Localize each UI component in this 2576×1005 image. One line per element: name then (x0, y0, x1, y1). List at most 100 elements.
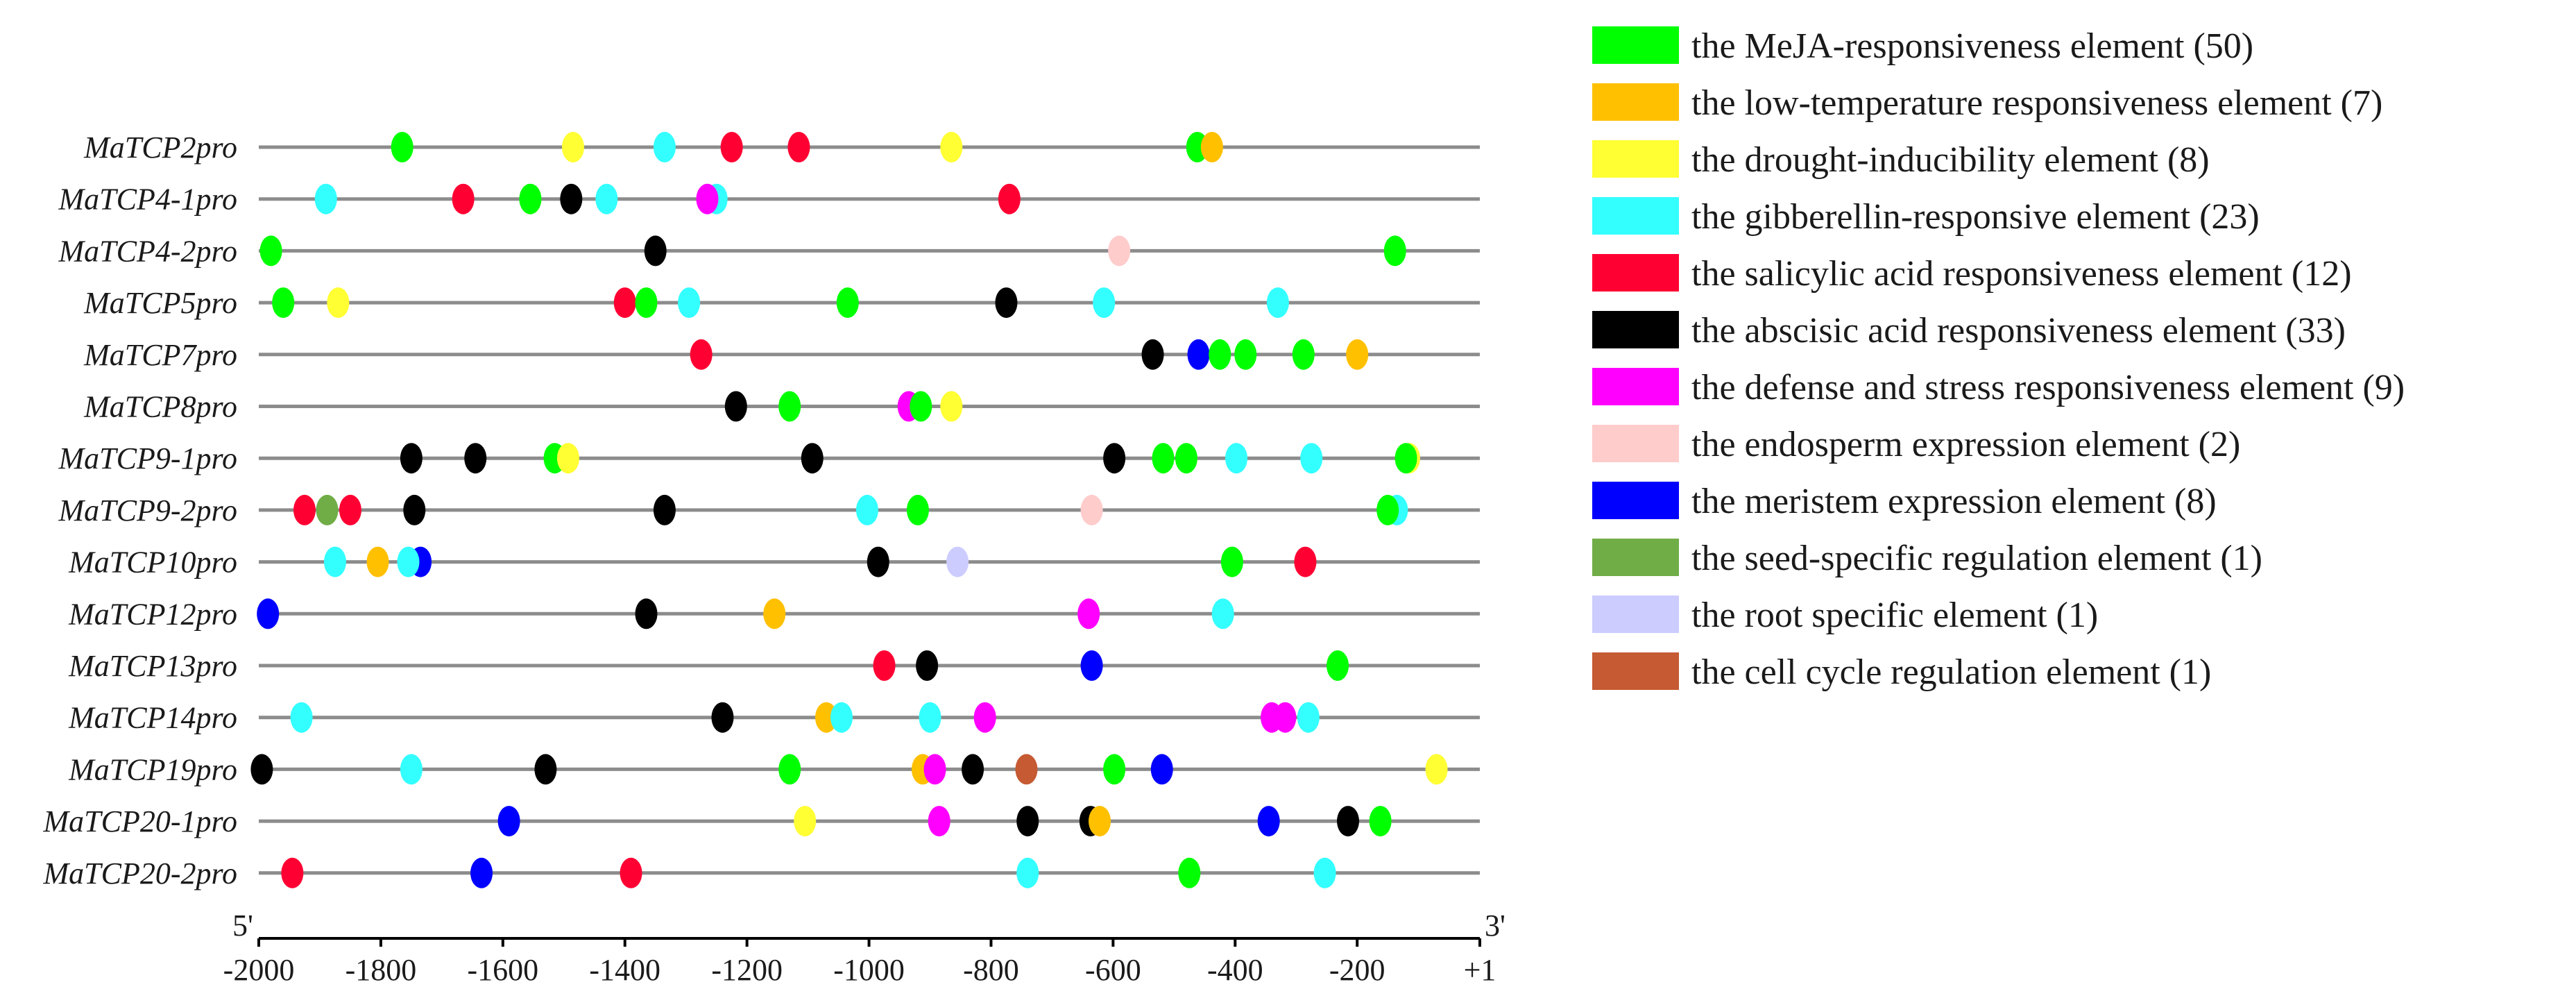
gene-label: MaTCP8pro (83, 390, 237, 424)
legend-label-drought: the drought-inducibility element (8) (1691, 140, 2210, 180)
legend-label-salicylic: the salicylic acid responsiveness elemen… (1691, 254, 2352, 294)
legend-swatch-seed (1592, 539, 1679, 576)
element-mark-lowtemp (366, 546, 389, 577)
element-mark-meja (1292, 339, 1315, 370)
element-mark-meja (1178, 857, 1201, 888)
element-mark-meja (1175, 443, 1197, 474)
element-mark-meja (910, 391, 932, 422)
element-marks (250, 132, 1448, 888)
element-mark-drought (940, 391, 963, 422)
element-mark-gibberellin (678, 287, 701, 319)
element-mark-abscisic (653, 494, 676, 525)
element-mark-meja (906, 494, 929, 525)
element-mark-gibberellin (1300, 443, 1323, 474)
legend-label-lowtemp: the low-temperature responsiveness eleme… (1691, 83, 2382, 123)
element-mark-meristem (1187, 339, 1210, 370)
element-mark-salicylic (998, 183, 1021, 214)
element-mark-defense (928, 806, 950, 837)
legend-swatch-meja (1592, 26, 1679, 64)
element-mark-meja (259, 235, 282, 267)
element-mark-abscisic (1103, 443, 1126, 474)
element-mark-meja (391, 132, 413, 162)
element-mark-meja (1152, 443, 1175, 474)
element-mark-abscisic (867, 546, 889, 577)
element-mark-lowtemp (1089, 806, 1111, 837)
element-mark-meja (778, 391, 801, 422)
element-mark-abscisic (464, 443, 487, 474)
x-tick-label: -1400 (589, 953, 660, 987)
element-mark-salicylic (787, 132, 810, 162)
element-mark-meja (836, 287, 859, 319)
element-mark-meristem (257, 598, 280, 630)
element-mark-defense (923, 754, 946, 785)
x-tick-label: +1 (1464, 953, 1496, 987)
element-mark-meja (778, 754, 801, 785)
legend-swatch-meristem (1592, 482, 1679, 519)
gene-label: MaTCP2pro (83, 130, 237, 164)
element-mark-salicylic (873, 650, 896, 681)
legend-swatch-root (1592, 596, 1679, 633)
x-tick-label: -1200 (711, 953, 783, 987)
element-mark-abscisic (635, 598, 658, 630)
gene-label: MaTCP20-1pro (43, 804, 238, 838)
x-tick-label: -2000 (223, 953, 295, 987)
element-mark-gibberellin (1313, 857, 1336, 888)
element-mark-abscisic (534, 754, 557, 785)
x-tick-label: -400 (1207, 953, 1263, 987)
element-mark-gibberellin (919, 702, 941, 733)
legend-swatch-gibberellin (1592, 197, 1679, 235)
legend-label-seed: the seed-specific regulation element (1) (1691, 539, 2262, 578)
legend-swatch-drought (1592, 140, 1679, 178)
element-mark-meja (1103, 754, 1126, 785)
element-mark-gibberellin (653, 132, 676, 162)
element-mark-salicylic (339, 494, 361, 525)
element-mark-salicylic (281, 857, 304, 888)
element-mark-endosperm (1108, 235, 1131, 267)
legend-label-root: the root specific element (1) (1691, 596, 2098, 635)
gene-label: MaTCP9-2pro (58, 493, 238, 527)
element-mark-drought (940, 132, 963, 162)
element-mark-gibberellin (397, 546, 420, 577)
gene-label: MaTCP10pro (68, 546, 237, 580)
element-mark-meristem (1150, 754, 1173, 785)
element-mark-meja (1220, 546, 1243, 577)
x-tick-label: -200 (1329, 953, 1385, 987)
legend-swatch-abscisic (1592, 311, 1679, 348)
gene-label: MaTCP13pro (68, 649, 237, 683)
element-mark-abscisic (916, 650, 939, 681)
element-mark-gibberellin (314, 183, 337, 214)
element-mark-abscisic (250, 754, 273, 785)
element-mark-gibberellin (400, 754, 423, 785)
element-mark-salicylic (613, 287, 636, 319)
element-mark-meja (1376, 494, 1399, 525)
element-mark-drought (327, 287, 350, 319)
legend-swatch-cellcycle (1592, 652, 1679, 690)
element-mark-meja (635, 287, 658, 319)
element-mark-salicylic (720, 132, 743, 162)
element-mark-gibberellin (1016, 857, 1039, 888)
element-mark-seed (316, 494, 339, 525)
element-mark-meja (1209, 339, 1231, 370)
element-mark-gibberellin (1297, 702, 1320, 733)
legend-label-endosperm: the endosperm expression element (2) (1691, 425, 2240, 464)
element-mark-meja (1394, 443, 1417, 474)
legend: the MeJA-responsiveness element (50) the … (1592, 26, 2405, 692)
element-mark-abscisic (1141, 339, 1164, 370)
x-tick-label: -1800 (346, 953, 417, 987)
element-mark-abscisic (801, 443, 824, 474)
element-mark-drought (561, 132, 584, 162)
element-mark-gibberellin (855, 494, 878, 525)
gene-label: MaTCP7pro (83, 338, 237, 372)
element-mark-abscisic (400, 443, 423, 474)
element-mark-lowtemp (1200, 132, 1223, 162)
element-mark-salicylic (620, 857, 642, 888)
x-axis: 5' 3' -2000 -1800 -1600 -1400 -1200 -1000 -800… (223, 909, 1505, 987)
x-tick-label: -1000 (833, 953, 905, 987)
legend-label-meristem: the meristem expression element (8) (1691, 482, 2217, 521)
element-mark-abscisic (995, 287, 1018, 319)
x-tick-label: -1600 (467, 953, 538, 987)
legend-label-meja: the MeJA-responsiveness element (50) (1691, 26, 2253, 66)
gene-labels: MaTCP2pro MaTCP4-1pro MaTCP4-2pro MaTCP5pro… (43, 130, 238, 890)
gene-label: MaTCP4-2pro (58, 234, 238, 268)
